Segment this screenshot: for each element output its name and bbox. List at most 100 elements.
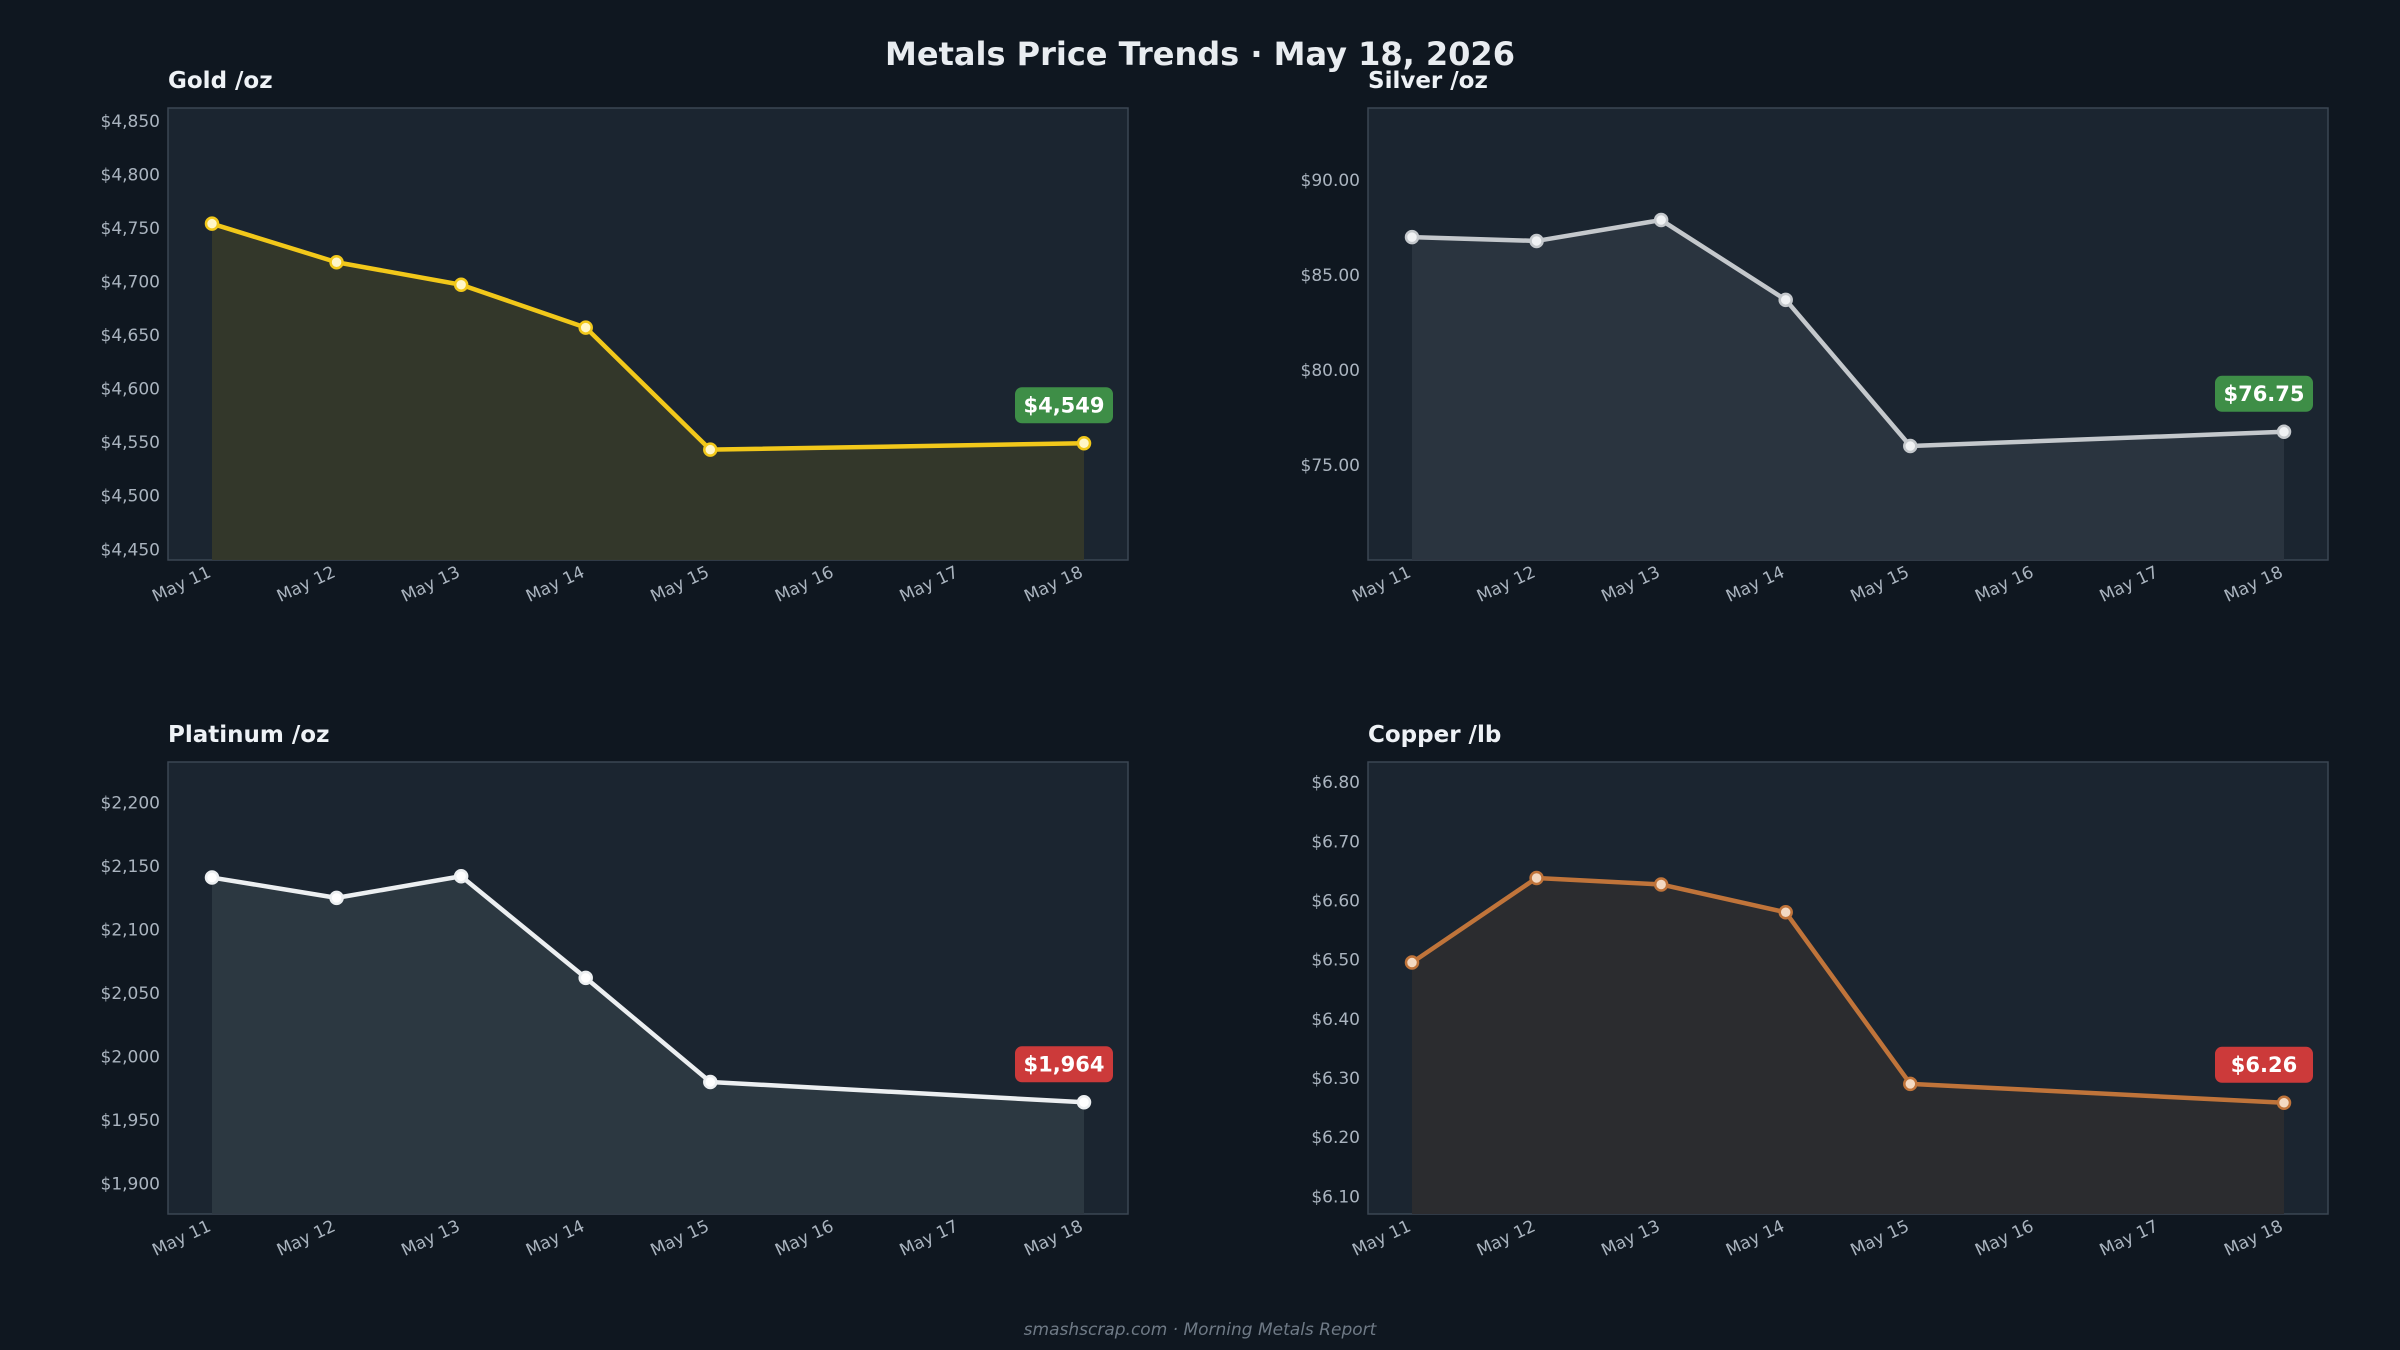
series-line xyxy=(1409,217,2287,449)
x-tick-label: May 16 xyxy=(1972,562,2037,606)
y-tick-label: $4,600 xyxy=(101,380,160,400)
data-point xyxy=(453,869,469,884)
x-tick-label: May 17 xyxy=(897,562,962,606)
y-tick-label: $6.50 xyxy=(1311,951,1360,971)
chart-title: Copper /lb xyxy=(1368,722,1501,748)
y-tick-label: $6.80 xyxy=(1311,773,1360,793)
x-tick-label: May 13 xyxy=(398,1216,463,1260)
y-tick-label: $6.40 xyxy=(1311,1010,1360,1030)
x-tick-label: May 15 xyxy=(648,562,713,606)
data-point xyxy=(1529,233,1544,249)
badge-background xyxy=(2215,375,2313,412)
badge-background xyxy=(2215,1046,2313,1083)
badge-background xyxy=(1015,387,1113,424)
x-tick-label: May 11 xyxy=(149,562,214,606)
badge-label: $76.75 xyxy=(2223,382,2304,406)
data-point xyxy=(2276,1095,2292,1111)
x-tick-label: May 13 xyxy=(1598,562,1663,606)
y-tick-label: $4,750 xyxy=(101,219,160,239)
x-tick-label: May 15 xyxy=(1848,562,1913,606)
y-tick-label: $6.60 xyxy=(1311,891,1360,911)
x-tick-label: May 17 xyxy=(2097,1216,2162,1260)
data-point xyxy=(1076,436,1092,451)
data-point xyxy=(1404,229,1420,245)
y-tick-label: $2,050 xyxy=(101,984,160,1004)
y-tick-label: $4,800 xyxy=(101,165,160,185)
x-tick-label: May 14 xyxy=(523,562,588,606)
data-point xyxy=(204,216,220,231)
y-tick-label: $75.00 xyxy=(1301,456,1360,476)
x-tick-label: May 17 xyxy=(2097,562,2162,606)
x-tick-label: May 13 xyxy=(1598,1216,1663,1260)
x-tick-label: May 16 xyxy=(772,562,837,606)
x-tick-label: May 18 xyxy=(2221,1216,2286,1260)
series-area xyxy=(212,223,1084,560)
y-tick-label: $4,700 xyxy=(101,273,160,293)
y-tick-label: $4,550 xyxy=(101,433,160,453)
x-tick-label: May 13 xyxy=(398,562,463,606)
x-tick-label: May 14 xyxy=(523,1216,588,1260)
x-tick-label: May 12 xyxy=(274,562,339,606)
x-tick-label: May 12 xyxy=(274,1216,339,1260)
data-point xyxy=(1903,438,1918,454)
last-value-badge: $6.26 xyxy=(2215,1046,2313,1083)
badge-label: $4,549 xyxy=(1023,393,1104,417)
last-value-badge: $4,549 xyxy=(1015,387,1113,424)
data-point xyxy=(2276,424,2292,440)
badge-label: $1,964 xyxy=(1023,1052,1104,1076)
x-tick-label: May 12 xyxy=(1474,562,1539,606)
data-point xyxy=(1778,905,1793,920)
y-tick-label: $2,200 xyxy=(101,794,160,814)
y-tick-label: $4,850 xyxy=(101,112,160,132)
badge-label: $6.26 xyxy=(2231,1053,2297,1077)
chart-silver: Silver /oz $75.00 $80.00 $85.00 $90.00 May 11… xyxy=(1301,68,2329,607)
footer-credit: smashscrap.com · Morning Metals Report xyxy=(1024,1320,1378,1340)
series-area xyxy=(1412,877,2284,1214)
x-tick-label: May 18 xyxy=(1021,562,1086,606)
chart-title: Platinum /oz xyxy=(168,722,329,748)
x-tick-label: May 18 xyxy=(1021,1216,1086,1260)
x-tick-label: May 14 xyxy=(1723,1216,1788,1260)
badge-background xyxy=(1015,1046,1113,1083)
data-point xyxy=(1529,870,1544,886)
series-area xyxy=(1412,220,2284,560)
y-tick-label: $1,900 xyxy=(101,1175,160,1195)
y-tick-label: $6.70 xyxy=(1311,832,1360,852)
y-tick-label: $4,500 xyxy=(101,487,160,507)
x-tick-label: May 14 xyxy=(1723,562,1788,606)
data-point xyxy=(703,442,718,457)
data-point xyxy=(703,1074,718,1090)
data-point xyxy=(204,870,220,885)
x-tick-label: May 16 xyxy=(772,1216,837,1260)
x-tick-label: May 15 xyxy=(648,1216,713,1260)
data-point xyxy=(1076,1095,1092,1110)
x-tick-label: May 17 xyxy=(897,1216,962,1260)
x-tick-label: May 16 xyxy=(1972,1216,2037,1260)
last-value-badge: $76.75 xyxy=(2215,375,2313,412)
data-point xyxy=(1404,955,1420,970)
y-tick-label: $2,100 xyxy=(101,921,160,941)
y-tick-label: $85.00 xyxy=(1301,266,1360,286)
y-tick-label: $90.00 xyxy=(1301,171,1360,191)
data-point xyxy=(578,970,593,986)
y-tick-label: $2,150 xyxy=(101,857,160,877)
chart-platinum: Platinum /oz $1,900 $1,950 $2,000 $2,050 $2,1… xyxy=(101,722,1129,1261)
y-tick-label: $1,950 xyxy=(101,1111,160,1131)
data-point xyxy=(578,320,593,335)
y-tick-label: $6.10 xyxy=(1311,1187,1360,1207)
last-value-badge: $1,964 xyxy=(1015,1046,1113,1083)
x-tick-label: May 12 xyxy=(1474,1216,1539,1260)
x-tick-label: May 11 xyxy=(1349,562,1414,606)
x-tick-label: May 11 xyxy=(1349,1216,1414,1260)
series-line xyxy=(209,874,1087,1105)
page-title: Metals Price Trends · May 18, 2026 xyxy=(885,35,1515,73)
data-point xyxy=(1653,212,1669,228)
x-tick-label: May 11 xyxy=(149,1216,214,1260)
data-point xyxy=(1653,877,1669,892)
series-line xyxy=(1409,875,2287,1106)
chart-copper: Copper /lb $6.10 $6.20 $6.30 $6.40 $6.50 $6.60… xyxy=(1311,722,2329,1261)
y-tick-label: $6.30 xyxy=(1311,1069,1360,1089)
y-tick-label: $4,450 xyxy=(101,540,160,560)
x-tick-label: May 18 xyxy=(2221,562,2286,606)
